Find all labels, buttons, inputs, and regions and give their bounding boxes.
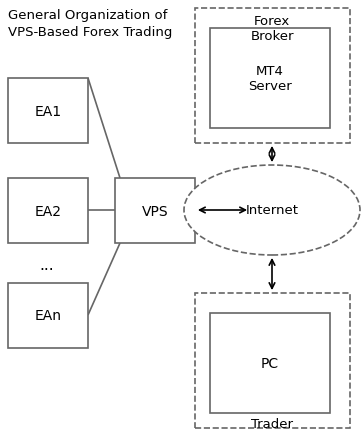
Text: VPS: VPS <box>142 204 168 218</box>
Text: EA1: EA1 <box>34 104 62 118</box>
Text: MT4
Server: MT4 Server <box>248 65 292 93</box>
Text: General Organization of
VPS-Based Forex Trading: General Organization of VPS-Based Forex … <box>8 9 172 39</box>
Ellipse shape <box>184 166 360 255</box>
Text: PC: PC <box>261 356 279 370</box>
Text: EAn: EAn <box>35 309 61 323</box>
Text: ...: ... <box>40 258 54 273</box>
Text: Trader: Trader <box>251 417 293 430</box>
Bar <box>8 283 88 348</box>
Bar <box>195 293 350 428</box>
Bar <box>115 179 195 244</box>
Bar <box>195 9 350 144</box>
Bar <box>210 313 330 413</box>
Bar <box>8 79 88 144</box>
Bar <box>210 29 330 129</box>
Text: EA2: EA2 <box>35 204 61 218</box>
Bar <box>8 179 88 244</box>
Text: Internet: Internet <box>245 204 299 217</box>
Text: Forex
Broker: Forex Broker <box>250 15 294 43</box>
